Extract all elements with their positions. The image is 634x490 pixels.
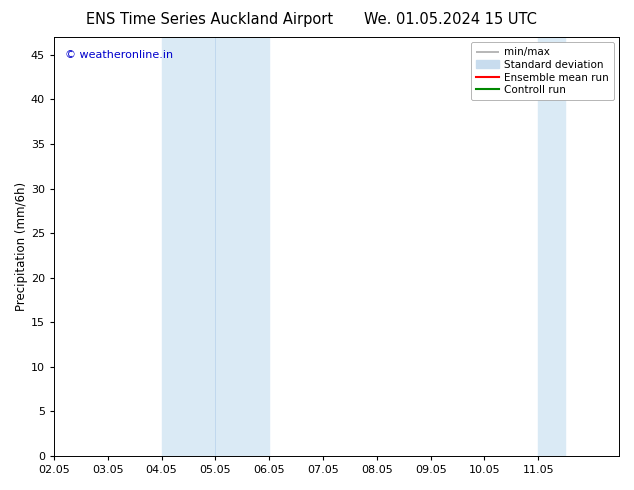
- Text: ENS Time Series Auckland Airport: ENS Time Series Auckland Airport: [86, 12, 333, 27]
- Bar: [538, 37, 565, 456]
- Legend: min/max, Standard deviation, Ensemble mean run, Controll run: min/max, Standard deviation, Ensemble me…: [470, 42, 614, 100]
- Bar: [162, 37, 269, 456]
- Text: We. 01.05.2024 15 UTC: We. 01.05.2024 15 UTC: [364, 12, 536, 27]
- Y-axis label: Precipitation (mm/6h): Precipitation (mm/6h): [15, 182, 28, 311]
- Text: © weatheronline.in: © weatheronline.in: [65, 49, 173, 60]
